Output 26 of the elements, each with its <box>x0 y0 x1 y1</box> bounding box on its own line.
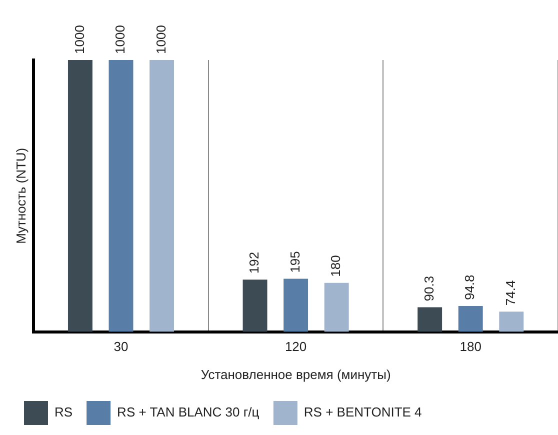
legend-label: RS <box>54 404 73 420</box>
x-axis-title: Установленное время (минуты) <box>200 366 391 382</box>
data-label: 90.3 <box>421 276 436 302</box>
bar <box>108 60 134 332</box>
data-label: 74.4 <box>502 280 518 306</box>
bar <box>150 60 174 332</box>
x-tick-label: 180 <box>460 339 482 354</box>
bar <box>418 307 442 332</box>
bar <box>324 282 349 332</box>
data-label: 192 <box>246 252 262 274</box>
data-label: 94.8 <box>462 274 478 300</box>
data-label: 195 <box>287 251 302 273</box>
data-label: 1000 <box>72 25 87 54</box>
legend-label: RS + TAN BLANC 30 г/ц <box>117 404 260 420</box>
bar <box>284 278 308 332</box>
x-tick-label: 120 <box>284 339 307 354</box>
x-tick-label: 30 <box>114 339 128 354</box>
bar <box>242 280 268 332</box>
y-axis-title: Мутность (NTU) <box>13 148 28 244</box>
data-label: 1000 <box>153 25 168 54</box>
legend-label: RS + BENTONITE 4 <box>304 404 422 420</box>
bar <box>68 60 92 332</box>
bar <box>458 306 483 332</box>
data-label: 180 <box>328 255 344 277</box>
bar <box>499 312 524 332</box>
data-label: 1000 <box>112 25 128 54</box>
